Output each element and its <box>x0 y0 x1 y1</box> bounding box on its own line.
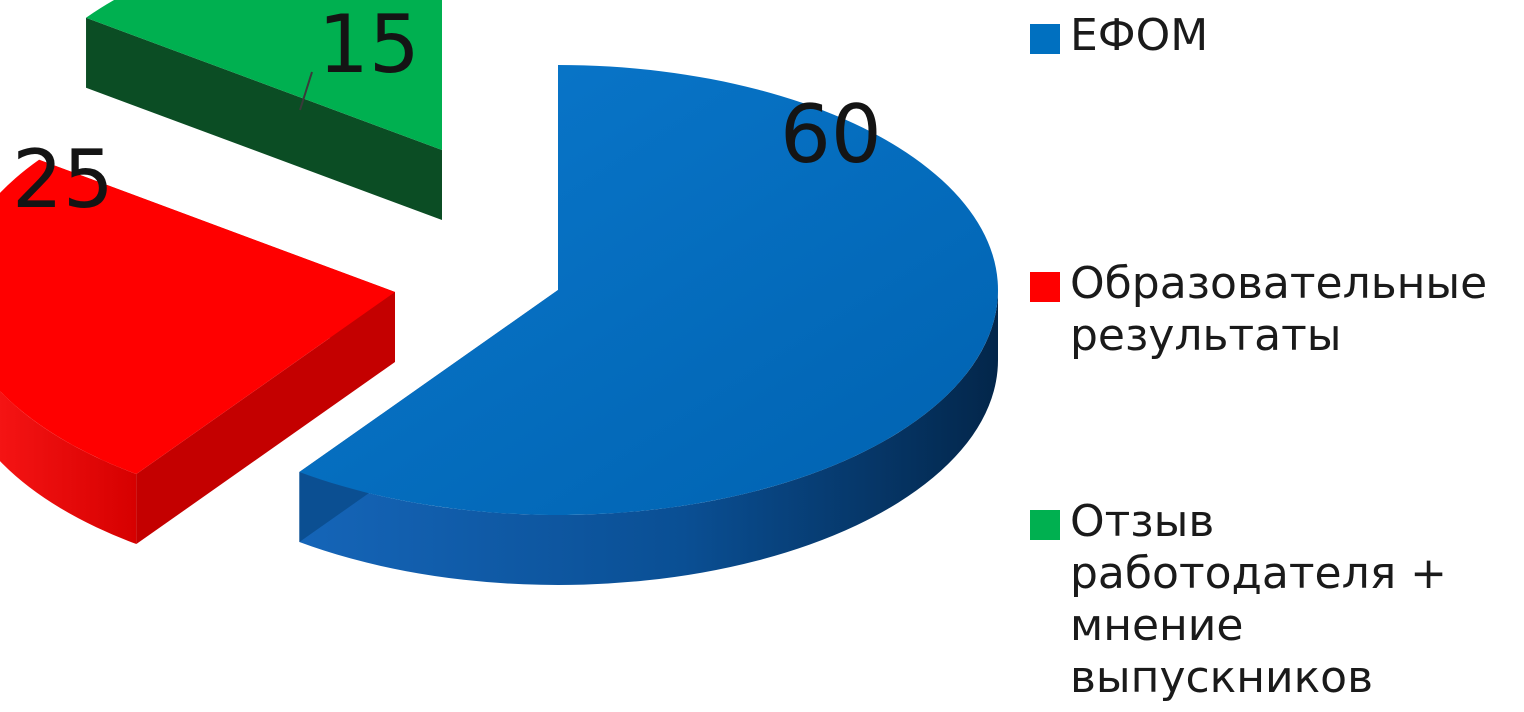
data-label-25: 25 <box>12 133 114 226</box>
data-label-15: 15 <box>318 0 420 91</box>
legend-swatch-red <box>1030 272 1060 302</box>
legend-item-employer-feedback: Отзыв работодателя + мнение выпускников <box>1030 496 1447 704</box>
slice-educational-results-wall <box>136 292 395 545</box>
legend-swatch-blue <box>1030 24 1060 54</box>
legend-label: Образовательные результаты <box>1070 258 1488 361</box>
slice-educational-results <box>0 159 395 545</box>
slice-educational-results-side <box>0 391 137 545</box>
slice-employer-feedback-top <box>86 0 442 150</box>
data-label-60: 60 <box>780 88 882 181</box>
leader-line-15 <box>299 71 313 111</box>
legend-swatch-green <box>1030 510 1060 540</box>
legend-item-educational-results: Образовательные результаты <box>1030 258 1487 362</box>
legend-label: Отзыв работодателя + мнение выпускников <box>1070 496 1448 703</box>
slice-employer-feedback <box>86 0 442 220</box>
slice-employer-feedback-wall <box>86 17 442 220</box>
slice-efom <box>299 65 998 585</box>
slice-efom-side <box>299 290 998 585</box>
slice-efom-top <box>299 65 998 515</box>
legend-label: ЕФОМ <box>1070 10 1209 61</box>
slice-educational-results-top <box>0 159 395 475</box>
legend-item-efom: ЕФОМ <box>1030 10 1208 62</box>
